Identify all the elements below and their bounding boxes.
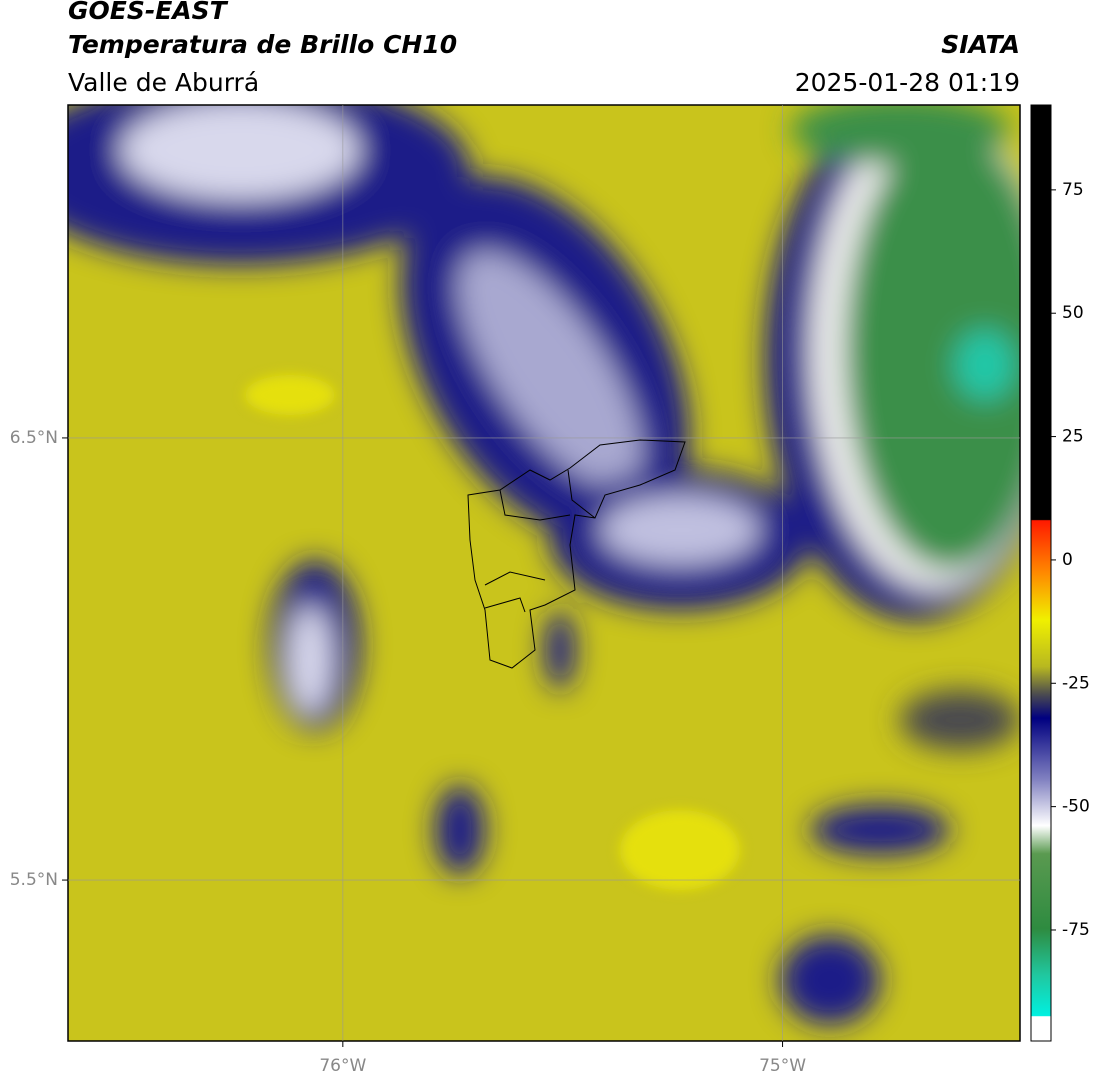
colorbar-tick-label: 0	[1062, 550, 1073, 570]
region: Valle de Aburrá	[68, 68, 259, 97]
colorbar-tick-label: -50	[1062, 797, 1090, 817]
colorbar-tick-label: -75	[1062, 920, 1090, 940]
source: SIATA	[941, 30, 1020, 59]
y-tick-label: 5.5°N	[10, 870, 58, 890]
title: GOES-EAST	[68, 0, 229, 25]
map	[68, 105, 1020, 1041]
colorbar-tick-label: 50	[1062, 303, 1084, 323]
colorbar-tick-label: -25	[1062, 673, 1090, 693]
map-frame	[67, 104, 1021, 1042]
x-tick-label: 76°W	[319, 1056, 366, 1076]
timestamp: 2025-01-28 01:19	[795, 68, 1020, 97]
y-tick-label: 6.5°N	[10, 428, 58, 448]
valley-boundaries	[467, 439, 686, 669]
subtitle: Temperatura de Brillo CH10	[68, 30, 457, 59]
cloud-field	[68, 105, 1020, 1025]
x-tick-label: 75°W	[759, 1056, 806, 1076]
colorbar-tick-label: 25	[1062, 427, 1084, 447]
colorbar-tick-label: 75	[1062, 180, 1084, 200]
colorbar	[1030, 104, 1052, 1042]
warm-areas	[245, 375, 740, 890]
